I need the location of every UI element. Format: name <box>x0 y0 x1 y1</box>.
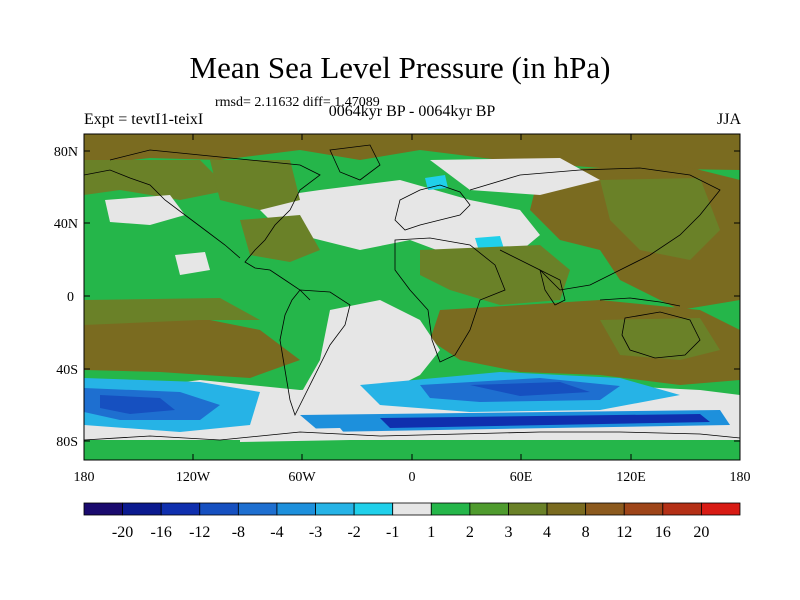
pressure-field <box>84 134 740 460</box>
lon-label-120w: 120W <box>176 470 211 485</box>
stats-text: rmsd= 2.11632 diff= 1.47089 <box>215 95 380 110</box>
colorbar-swatch <box>237 502 278 516</box>
colorbar-swatch <box>469 502 509 516</box>
field-pacific-gray <box>105 195 185 225</box>
colorbar-swatch <box>315 502 355 516</box>
colorbar-swatch <box>83 502 123 516</box>
colorbar-swatch <box>623 502 664 516</box>
coast-australia <box>621 311 701 359</box>
coast-africa <box>394 237 506 363</box>
lon-label-120e: 120E <box>616 470 646 485</box>
colorbar-label: -20 <box>112 524 133 541</box>
lon-label-180-right: 180 <box>730 470 751 485</box>
colorbar-label: 2 <box>466 524 474 541</box>
lon-label-0: 0 <box>409 470 416 485</box>
field-sindian-dark <box>470 382 590 396</box>
lat-label-80s: 80S <box>56 435 78 450</box>
field-south-pacific-brown <box>84 318 300 378</box>
colorbar-label: 12 <box>616 524 632 541</box>
colorbar-swatch <box>546 502 587 516</box>
colorbar-label: 8 <box>582 524 590 541</box>
colorbar-swatch <box>508 502 548 516</box>
field-sahara-olive <box>420 245 570 305</box>
plot-title: Mean Sea Level Pressure (in hPa) <box>189 50 611 85</box>
colorbar-swatch <box>199 502 239 516</box>
colorbar-label: 4 <box>543 524 551 541</box>
lon-label-60e: 60E <box>510 470 533 485</box>
field-namerica-olive <box>240 215 320 262</box>
colorbar-label: -8 <box>232 524 245 541</box>
colorbar-label: 20 <box>693 524 709 541</box>
colorbar-label: -3 <box>309 524 322 541</box>
coastlines <box>84 144 740 441</box>
lon-label-60w: 60W <box>288 470 316 485</box>
field-arctic-cyan <box>425 175 448 190</box>
colorbar-label: 16 <box>655 524 671 541</box>
coast-asia <box>469 167 721 291</box>
lat-label-40s: 40S <box>56 363 78 378</box>
colorbar-label: 1 <box>427 524 435 541</box>
field-nw-olive <box>84 160 230 200</box>
colorbar-swatch <box>662 502 702 516</box>
lat-axis: 80N 40N 0 40S 80S <box>54 145 740 450</box>
coast-india <box>539 269 566 306</box>
colorbar-label: -1 <box>386 524 399 541</box>
colorbar-label: -4 <box>270 524 283 541</box>
field-south-pacific-olive <box>84 298 260 325</box>
coast-greenland <box>329 144 381 181</box>
lat-label-0: 0 <box>67 290 74 305</box>
colorbar-label: 3 <box>504 524 512 541</box>
field-antarctica-green <box>84 440 740 460</box>
lat-label-80n: 80N <box>54 145 78 160</box>
field-arctic-band <box>84 134 740 170</box>
colorbar-swatch <box>276 502 316 516</box>
coast-antarctica <box>84 431 740 441</box>
colorbar-label: -12 <box>189 524 210 541</box>
colorbar-swatch <box>392 502 432 516</box>
colorbar-label: -16 <box>151 524 172 541</box>
field-antarctic-dark <box>380 414 710 428</box>
coast-south-america <box>279 289 351 417</box>
colorbar-swatch <box>430 502 471 516</box>
colorbar-swatch <box>353 502 394 516</box>
colorbar-swatch <box>701 502 741 516</box>
season-label: JJA <box>716 111 741 128</box>
coast-alaska <box>84 169 241 259</box>
field-antarctica-gray <box>240 428 350 442</box>
lon-label-180-left: 180 <box>74 470 95 485</box>
coast-indonesia <box>599 297 681 307</box>
colorbar-swatch <box>122 502 162 516</box>
colorbar-swatch <box>160 502 201 516</box>
lon-axis: 180 120W 60W 0 60E 120E 180 <box>74 134 751 485</box>
coast-north-america <box>109 149 321 301</box>
experiment-label: Expt = tevtI1-teixI <box>84 111 204 128</box>
field-namerica-brown <box>210 160 300 210</box>
lat-label-40n: 40N <box>54 217 78 232</box>
field-hawaii-gray <box>175 252 210 275</box>
field-sw-pacific-dark <box>100 395 175 414</box>
colorbar: -20 -16 -12 -8 -4 -3 -2 -1 1 2 3 4 8 12 16 20 <box>83 502 741 541</box>
coast-europe <box>394 184 471 231</box>
period-label: 0064kyr BP - 0064kyr BP <box>328 103 496 120</box>
colorbar-label: -2 <box>347 524 360 541</box>
field-asia-olive <box>600 178 720 260</box>
colorbar-swatch <box>585 502 625 516</box>
